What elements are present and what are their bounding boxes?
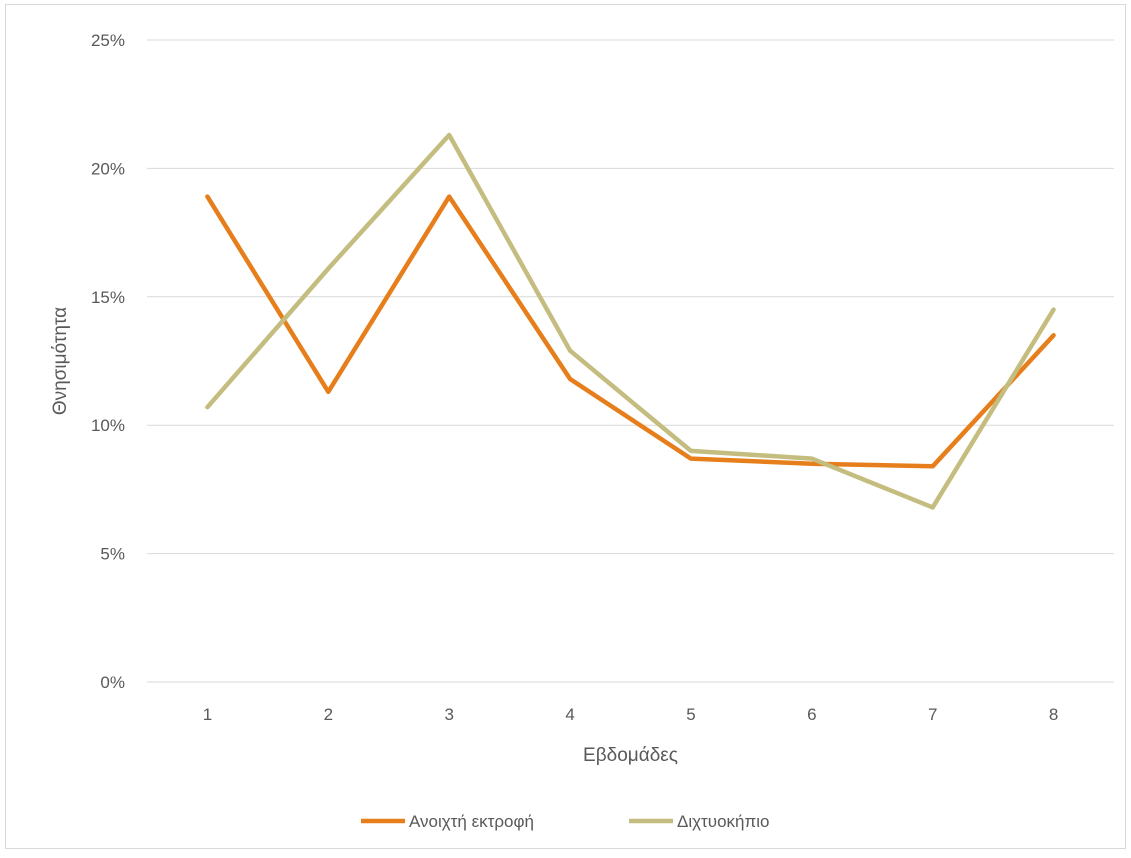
chart-container: 0% 5% 10% 15% 20% 25% 1 2 3 4 5 6 7 8 Εβδομάδες Θνησ… bbox=[5, 4, 1126, 849]
x-tick-label: 5 bbox=[686, 705, 695, 724]
legend: Ανοιχτή εκτροφή Διχτυοκήπιο bbox=[361, 812, 769, 831]
y-tick-label: 25% bbox=[91, 31, 125, 50]
legend-label-2: Διχτυοκήπιο bbox=[677, 812, 769, 831]
legend-label-1: Ανοιχτή εκτροφή bbox=[409, 812, 534, 831]
y-tick-label: 15% bbox=[91, 288, 125, 307]
series-line-1 bbox=[207, 197, 1053, 467]
y-axis-ticks: 0% 5% 10% 15% 20% 25% bbox=[91, 31, 125, 692]
x-axis-ticks: 1 2 3 4 5 6 7 8 bbox=[203, 705, 1059, 724]
line-chart: 0% 5% 10% 15% 20% 25% 1 2 3 4 5 6 7 8 Εβδομάδες Θνησ… bbox=[6, 5, 1127, 850]
y-tick-label: 0% bbox=[100, 673, 125, 692]
x-tick-label: 2 bbox=[324, 705, 333, 724]
x-tick-label: 7 bbox=[928, 705, 937, 724]
x-tick-label: 8 bbox=[1049, 705, 1058, 724]
y-tick-label: 20% bbox=[91, 159, 125, 178]
x-tick-label: 3 bbox=[444, 705, 453, 724]
x-tick-label: 6 bbox=[807, 705, 816, 724]
y-tick-label: 10% bbox=[91, 416, 125, 435]
gridlines bbox=[147, 40, 1114, 682]
x-tick-label: 4 bbox=[565, 705, 574, 724]
x-axis-title: Εβδομάδες bbox=[583, 745, 678, 766]
series-lines bbox=[207, 135, 1053, 508]
x-tick-label: 1 bbox=[203, 705, 212, 724]
y-axis-title: Θνησιμότητα bbox=[50, 307, 71, 415]
y-tick-label: 5% bbox=[100, 545, 125, 564]
series-line-2 bbox=[207, 135, 1053, 507]
